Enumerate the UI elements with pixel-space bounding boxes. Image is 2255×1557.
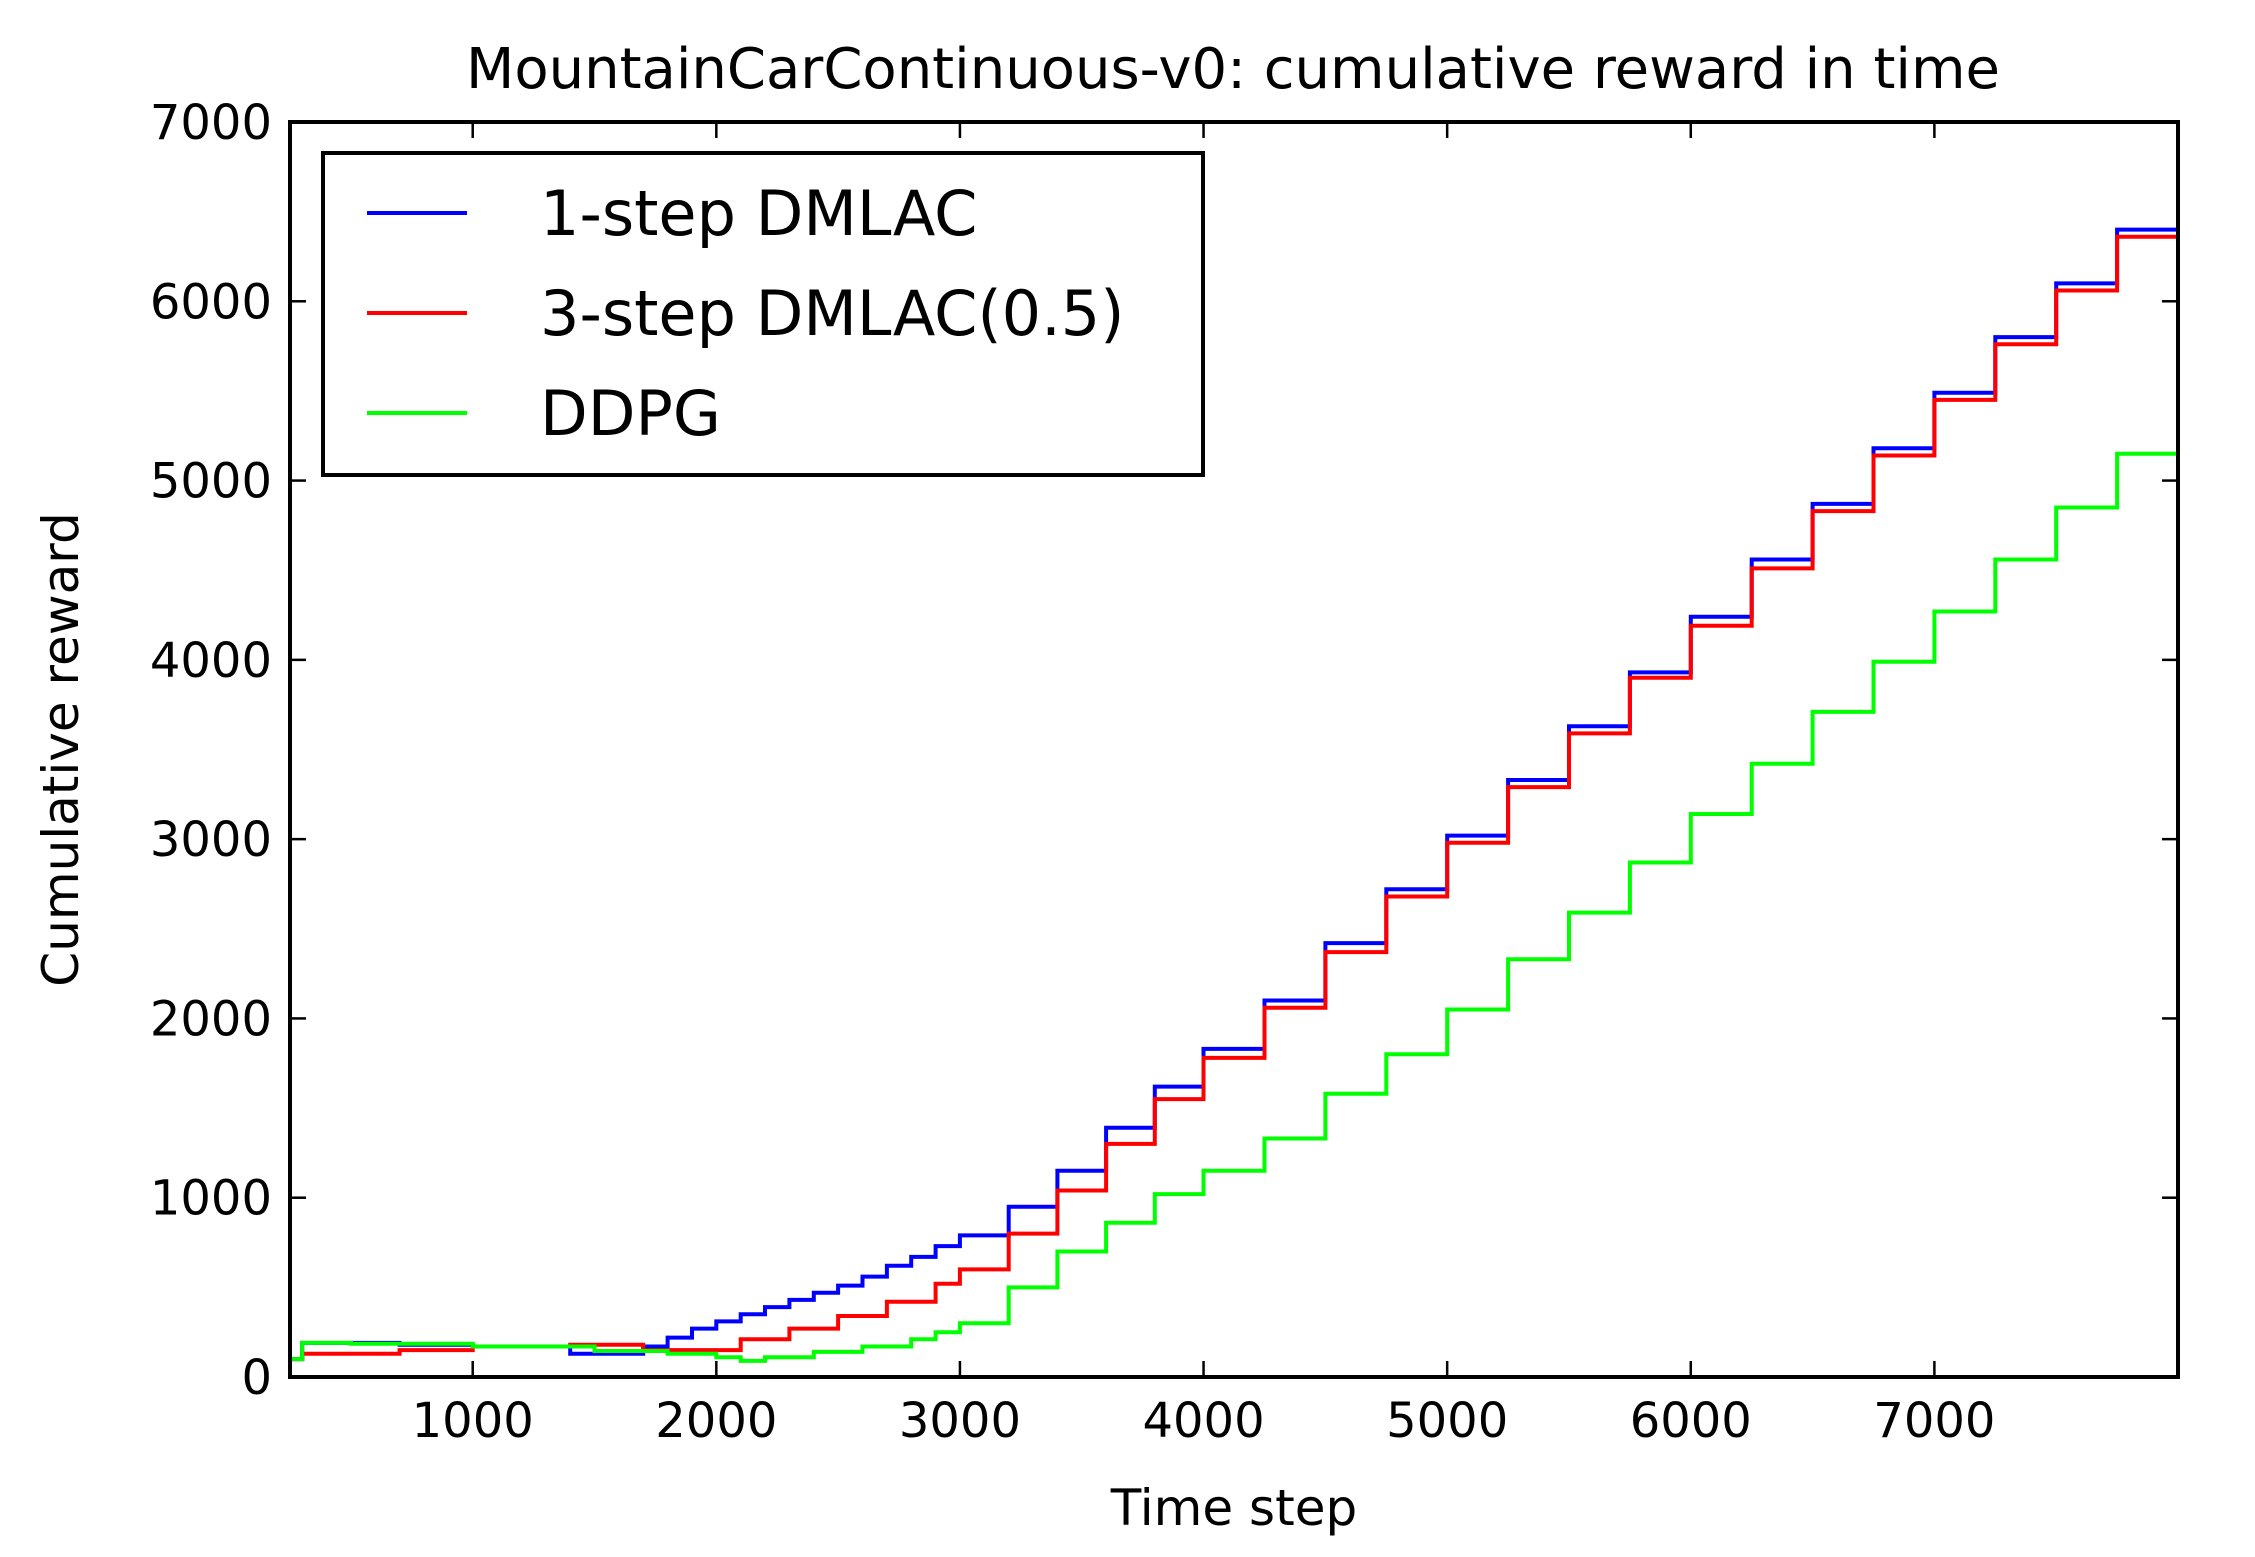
plot-frame [288,120,2180,1379]
legend: 1-step DMLAC 3-step DMLAC(0.5) DDPG [321,151,1205,477]
x-tick-label: 3000 [899,1393,1021,1449]
y-tick-label: 4000 [150,633,272,689]
x-tick-label: 4000 [1142,1393,1264,1449]
y-tick-label: 6000 [150,274,272,330]
y-tick-label: 3000 [150,812,272,868]
legend-label: 1-step DMLAC [540,177,977,250]
y-tick-label: 0 [241,1350,272,1406]
y-tick-label: 5000 [150,454,272,510]
chart-title: MountainCarContinuous-v0: cumulative rew… [466,37,2000,102]
series-line-3 [290,394,2180,1363]
x-axis-label: Time step [1110,1479,1357,1537]
y-tick-label: 1000 [150,1171,272,1227]
x-tick-label: 2000 [655,1393,777,1449]
x-tick-label: 5000 [1386,1393,1508,1449]
series-line-2 [290,184,2180,1362]
legend-label: DDPG [540,377,721,450]
x-tick-label: 7000 [1873,1393,1995,1449]
series-layer [290,175,2180,1363]
y-tick-label: 7000 [150,95,272,151]
legend-box [321,151,1205,477]
x-tick-label: 1000 [412,1393,534,1449]
y-axis-label: Cumulative reward [32,512,90,986]
legend-label: 3-step DMLAC(0.5) [540,277,1124,350]
y-tick-label: 2000 [150,991,272,1047]
ticks-layer: 1000 2000 3000 4000 5000 6000 7000 0 1000 2000 300… [150,95,2178,1449]
x-tick-label: 6000 [1630,1393,1752,1449]
